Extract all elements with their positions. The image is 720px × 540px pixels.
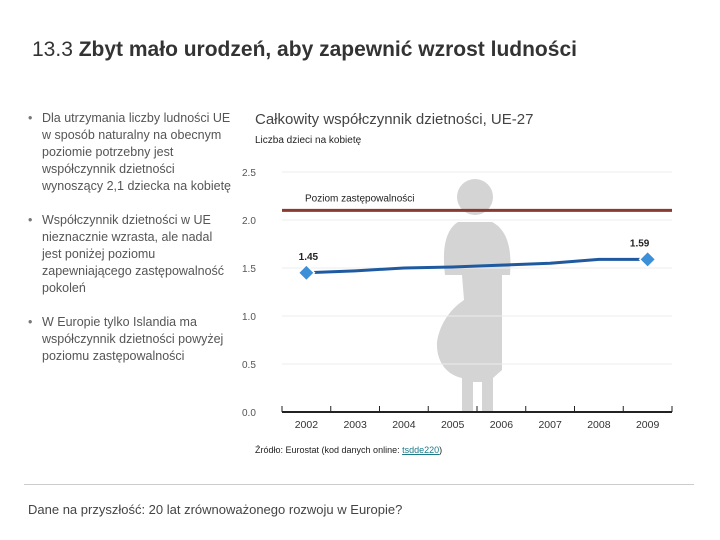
data-label-first: 1.45: [299, 252, 319, 263]
fertility-chart: 0.0 0.5 1.0 1.5 2.0 2.5 2002 2003 2004 2005 2006 20…: [242, 168, 673, 431]
x-tick-label: 2009: [636, 419, 660, 431]
x-tick-label: 2005: [441, 419, 465, 431]
x-tick-label: 2006: [490, 419, 514, 431]
y-tick-label: 2.0: [242, 216, 256, 227]
x-tick-label: 2002: [295, 419, 319, 431]
x-tick-label: 2008: [587, 419, 611, 431]
bullet-item: Współczynnik dzietności w UE nieznacznie…: [28, 212, 233, 297]
source-suffix: ): [439, 445, 443, 455]
y-tick-label: 1.5: [242, 264, 256, 275]
section-title: Zbyt mało urodzeń, aby zapewnić wzrost l…: [78, 38, 577, 61]
x-tick-label: 2003: [343, 419, 367, 431]
pregnant-woman-icon: [436, 179, 511, 412]
data-point-marker: [638, 250, 657, 269]
section-number: 13.3: [32, 38, 73, 61]
data-label-last: 1.59: [630, 238, 650, 249]
y-tick-label: 0.5: [242, 360, 256, 371]
footer-divider: [24, 484, 694, 485]
bullet-item: Dla utrzymania liczby ludności UE w spos…: [28, 110, 233, 195]
x-tick-label: 2004: [392, 419, 416, 431]
chart-y-label: Liczba dzieci na kobietę: [255, 135, 362, 146]
y-tick-label: 2.5: [242, 168, 256, 179]
x-tick-label: 2007: [538, 419, 562, 431]
fertility-rate-line: [306, 257, 648, 275]
footer-text: Dane na przyszłość: 20 lat zrównoważoneg…: [28, 502, 403, 517]
data-point-marker: [297, 263, 316, 282]
source-prefix: Źródło: Eurostat (kod danych online:: [255, 445, 403, 455]
replacement-level-label: Poziom zastępowalności: [305, 193, 415, 204]
chart-title: Całkowity współczynnik dzietności, UE-27: [255, 111, 534, 128]
bullet-item: W Europie tylko Islandia ma współczynnik…: [28, 314, 233, 365]
source-note: Źródło: Eurostat (kod danych online: tsd…: [255, 445, 442, 455]
page-title: 13.3 Zbyt mało urodzeń, aby zapewnić wzr…: [32, 38, 577, 62]
y-tick-label: 1.0: [242, 312, 256, 323]
y-tick-label: 0.0: [242, 408, 256, 419]
bullet-list: Dla utrzymania liczby ludności UE w spos…: [28, 110, 233, 382]
source-link[interactable]: tsdde220: [402, 445, 440, 455]
